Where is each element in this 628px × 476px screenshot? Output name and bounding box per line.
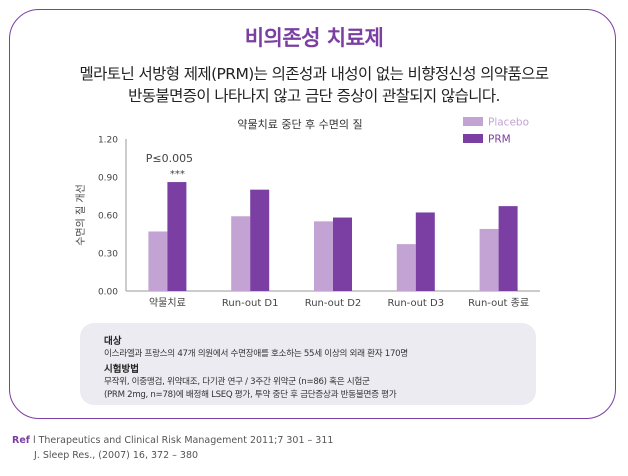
ref-separator: l — [32, 435, 36, 446]
subtitle-line-1: 멜라토닌 서방형 제제(PRM)는 의존성과 내성이 없는 비향정신성 의약품으… — [79, 65, 549, 83]
y-tick-label: 0.00 — [98, 288, 118, 298]
bar-placebo-1 — [231, 216, 251, 291]
x-tick-label: 약물치료 — [149, 297, 186, 309]
info-text-subjects: 이스라엘과 프랑스의 47개 의원에서 수면장애를 호소하는 55세 이상의 외… — [104, 349, 408, 359]
legend-label-placebo: Placebo — [488, 117, 529, 129]
significance-stars: *** — [170, 169, 185, 180]
bar-placebo-0 — [148, 231, 168, 291]
y-tick-label: 0.90 — [98, 174, 118, 184]
reference-1: Therapeutics and Clinical Risk Managemen… — [38, 435, 334, 446]
info-text-method-2: (PRM 2mg, n=78)에 배정해 LSEQ 평가, 투약 중단 후 금단… — [104, 390, 397, 400]
significance-label: P≤0.005 — [146, 152, 193, 165]
reference-line-1: Ref l Therapeutics and Clinical Risk Man… — [12, 435, 333, 446]
info-heading-subjects: 대상 — [104, 336, 122, 347]
bar-prm-2 — [333, 217, 352, 291]
chart-title: 약물치료 중단 후 수면의 질 — [237, 117, 362, 131]
legend-swatch-placebo — [463, 117, 483, 126]
y-axis-label: 수면의 질 개선 — [75, 184, 87, 246]
y-tick-label: 0.30 — [98, 250, 118, 260]
y-tick-label: 1.20 — [98, 136, 118, 146]
legend-label-prm: PRM — [488, 134, 511, 146]
bar-prm-4 — [498, 206, 518, 291]
y-tick-label: 0.60 — [98, 212, 118, 222]
legend-swatch-prm — [463, 134, 483, 143]
x-tick-label: Run-out D2 — [305, 298, 362, 309]
info-heading-method: 시험방법 — [104, 364, 139, 375]
bar-prm-1 — [250, 189, 270, 291]
ref-label: Ref — [12, 435, 30, 446]
x-tick-label: Run-out D3 — [388, 298, 445, 309]
study-info-box: 대상 이스라엘과 프랑스의 47개 의원에서 수면장애를 호소하는 55세 이상… — [80, 323, 536, 405]
bar-prm-3 — [415, 212, 435, 291]
subtitle-line-2: 반동불면증이 나타나지 않고 금단 증상이 관찰되지 않습니다. — [128, 87, 500, 105]
bar-placebo-4 — [479, 228, 499, 291]
x-tick-label: Run-out D1 — [222, 298, 279, 309]
x-tick-label: Run-out 종료 — [468, 297, 529, 309]
page-title: 비의존성 치료제 — [244, 26, 384, 50]
bar-prm-0 — [167, 182, 187, 291]
bar-placebo-3 — [396, 244, 416, 291]
reference-line-2: J. Sleep Res., (2007) 16, 372 – 380 — [34, 450, 198, 461]
info-text-method-1: 무작위, 이중맹검, 위약대조, 다기관 연구 / 3주간 위약군 (n=86)… — [104, 377, 370, 387]
bar-placebo-2 — [314, 221, 333, 291]
reference-2: J. Sleep Res., (2007) 16, 372 – 380 — [34, 450, 199, 461]
